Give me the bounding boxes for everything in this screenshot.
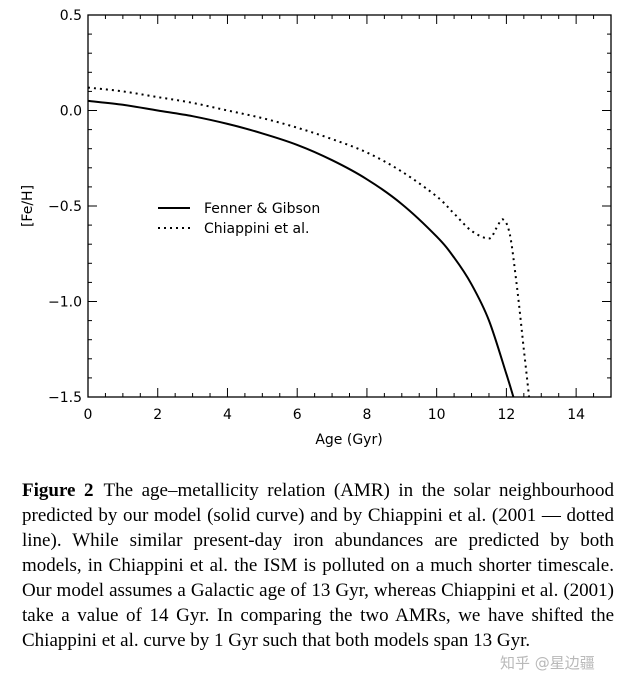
y-axis-label: [Fe/H] bbox=[20, 185, 36, 227]
x-tick-label: 0 bbox=[84, 407, 93, 423]
x-tick-label: 2 bbox=[153, 407, 162, 423]
amr-chart: 0 2 4 6 8 10 12 14 0.5 0.0 −0.5 −1.0 −1.5 Age (Gyr)… bbox=[20, 8, 612, 448]
watermark: 知乎 @星边疆 bbox=[500, 654, 595, 672]
x-tick-label: 12 bbox=[497, 407, 515, 423]
x-tick-labels: 0 2 4 6 8 10 12 14 bbox=[84, 407, 586, 423]
y-tick-labels: 0.5 0.0 −0.5 −1.0 −1.5 bbox=[48, 8, 82, 406]
plot-frame bbox=[87, 14, 612, 398]
x-axis-label: Age (Gyr) bbox=[315, 432, 382, 448]
x-tick-label: 14 bbox=[567, 407, 585, 423]
series-line-fenner-gibson bbox=[87, 99, 515, 398]
x-tick-label: 10 bbox=[428, 407, 446, 423]
x-tick-label: 4 bbox=[223, 407, 232, 423]
series-line-chiappini bbox=[87, 86, 531, 398]
legend-label-chiappini: Chiappini et al. bbox=[204, 221, 309, 237]
x-tick-label: 6 bbox=[293, 407, 302, 423]
x-tick-label: 8 bbox=[362, 407, 371, 423]
y-tick-label: −1.0 bbox=[48, 295, 82, 311]
caption-label: Figure 2 bbox=[22, 480, 94, 501]
y-tick-label: 0.5 bbox=[60, 8, 82, 24]
series-layer bbox=[87, 86, 531, 398]
legend: Fenner & Gibson Chiappini et al. bbox=[158, 201, 320, 237]
y-tick-label: 0.0 bbox=[60, 104, 82, 120]
y-tick-label: −0.5 bbox=[48, 199, 82, 215]
figure-caption: Figure 2 The age–metallicity relation (AM… bbox=[22, 478, 614, 653]
y-tick-label: −1.5 bbox=[48, 390, 82, 406]
legend-label-fenner-gibson: Fenner & Gibson bbox=[204, 201, 320, 217]
axis-ticks bbox=[87, 14, 611, 398]
caption-text: The age–metallicity relation (AMR) in th… bbox=[22, 480, 614, 651]
